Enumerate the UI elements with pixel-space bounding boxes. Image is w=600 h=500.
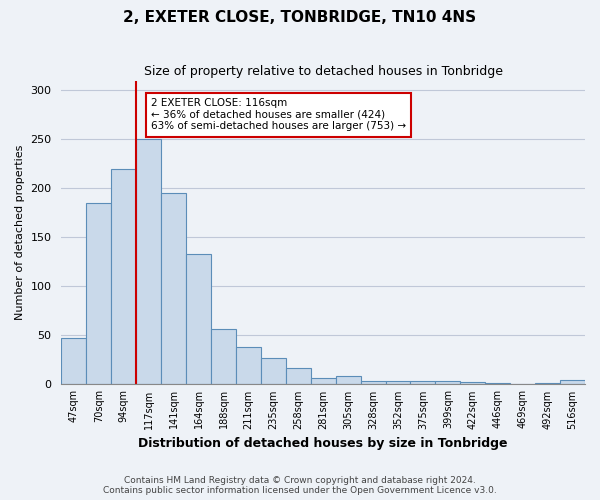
- Bar: [111, 169, 136, 384]
- Bar: [410, 380, 436, 384]
- Bar: [460, 382, 485, 384]
- Bar: [261, 358, 286, 384]
- Bar: [211, 328, 236, 384]
- Y-axis label: Number of detached properties: Number of detached properties: [15, 145, 25, 320]
- Bar: [386, 382, 410, 384]
- X-axis label: Distribution of detached houses by size in Tonbridge: Distribution of detached houses by size …: [139, 437, 508, 450]
- Bar: [335, 376, 361, 384]
- Bar: [236, 347, 261, 385]
- Text: 2, EXETER CLOSE, TONBRIDGE, TN10 4NS: 2, EXETER CLOSE, TONBRIDGE, TN10 4NS: [124, 10, 476, 25]
- Bar: [286, 368, 311, 384]
- Text: 2 EXETER CLOSE: 116sqm
← 36% of detached houses are smaller (424)
63% of semi-de: 2 EXETER CLOSE: 116sqm ← 36% of detached…: [151, 98, 406, 132]
- Text: Contains HM Land Registry data © Crown copyright and database right 2024.
Contai: Contains HM Land Registry data © Crown c…: [103, 476, 497, 495]
- Bar: [311, 378, 335, 384]
- Bar: [560, 380, 585, 384]
- Title: Size of property relative to detached houses in Tonbridge: Size of property relative to detached ho…: [144, 65, 503, 78]
- Bar: [361, 380, 386, 384]
- Bar: [61, 338, 86, 384]
- Bar: [436, 380, 460, 384]
- Bar: [161, 194, 186, 384]
- Bar: [186, 254, 211, 384]
- Bar: [136, 140, 161, 384]
- Bar: [86, 203, 111, 384]
